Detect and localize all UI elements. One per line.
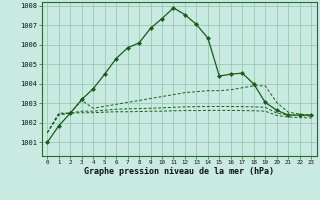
X-axis label: Graphe pression niveau de la mer (hPa): Graphe pression niveau de la mer (hPa)	[84, 167, 274, 176]
